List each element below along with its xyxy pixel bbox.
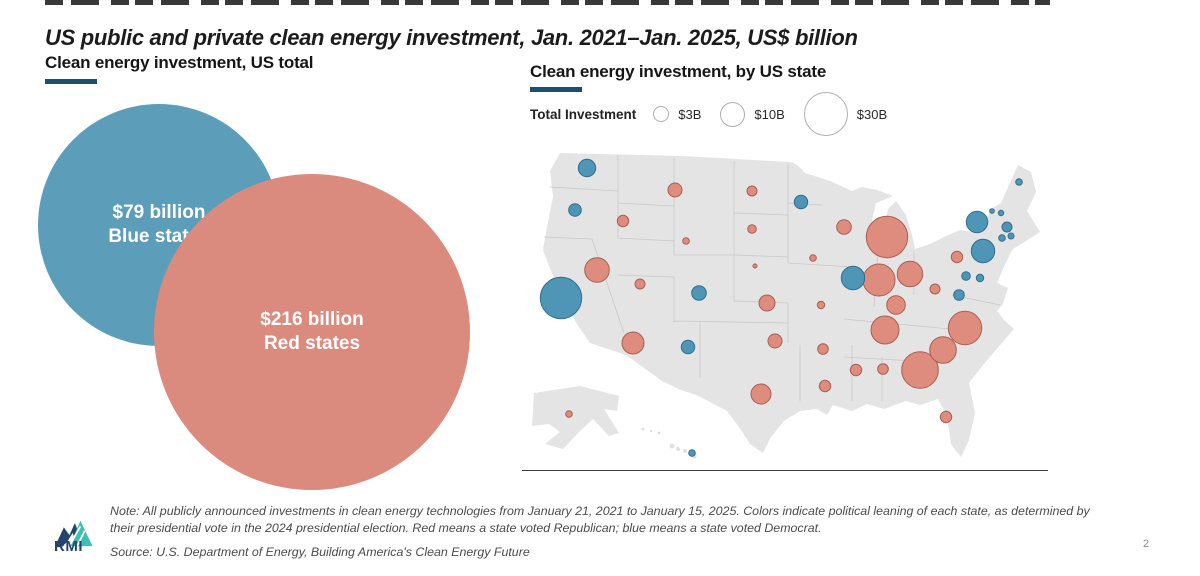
state-bubble-ID (616, 214, 630, 228)
bubble-red-value: $216 billion (260, 309, 364, 330)
size-legend-label-30b: $30B (856, 106, 888, 122)
state-bubble-WY (682, 237, 690, 245)
left-heading-underline (45, 79, 97, 84)
state-bubble-OK (767, 333, 783, 349)
state-bubble-MS (849, 363, 863, 377)
state-bubble-VA (953, 289, 965, 301)
state-bubble-HI (688, 449, 696, 457)
us-map-svg (532, 153, 1040, 459)
state-bubble-DE (975, 273, 985, 283)
bubble-red-label: Red states (263, 333, 361, 354)
state-bubble-layer (539, 158, 1023, 457)
size-legend-label-10b: $10B (754, 106, 785, 122)
state-bubble-IN (862, 263, 896, 297)
state-bubble-IL (840, 265, 866, 291)
state-bubble-MT (667, 182, 683, 198)
state-bubble-OH (896, 260, 924, 288)
rmi-logo-icon (55, 520, 93, 547)
state-bubble-MD (961, 271, 971, 281)
map-baseline (522, 470, 1048, 471)
left-panel-heading: Clean energy investment, US total (45, 53, 314, 72)
state-bubble-ME (1015, 178, 1023, 186)
state-bubble-AZ (621, 331, 645, 355)
page-number: 2 (1143, 538, 1150, 550)
right-panel-heading: Clean energy investment, by US state (530, 62, 827, 81)
state-bubble-PA (950, 250, 964, 264)
size-legend-circle-3b (653, 106, 670, 122)
state-bubble-MN (793, 194, 809, 210)
size-legend-label-3b: $3B (678, 106, 702, 122)
state-bubble-FL (939, 410, 953, 424)
state-bubble-TX (750, 383, 772, 405)
state-bubble-NE (752, 263, 758, 269)
size-legend-title: Total Investment (530, 106, 637, 122)
state-bubble-VT (989, 208, 995, 214)
state-bubble-AK (565, 410, 573, 418)
size-legend: Total Investment $3B $10B $30B (530, 92, 897, 136)
page-title: US public and private clean energy inves… (45, 25, 858, 50)
state-bubble-AR (817, 343, 829, 355)
bubble-red-states: $216 billion Red states (154, 174, 470, 490)
size-legend-circle-30b (803, 92, 848, 136)
state-bubble-NJ (970, 238, 996, 264)
state-bubble-WA (577, 158, 597, 178)
state-bubble-SC (929, 336, 957, 364)
state-bubble-OR (568, 203, 582, 217)
state-bubble-UT (634, 278, 646, 290)
size-legend-circle-10b (720, 101, 746, 127)
bubble-blue-value: $79 billion (112, 202, 206, 223)
state-bubble-ND (746, 185, 758, 197)
state-bubble-KS (758, 294, 776, 312)
right-heading-underline (530, 87, 582, 92)
state-bubble-NV (584, 257, 610, 283)
state-bubble-MO (816, 300, 826, 310)
state-bubble-IA (809, 254, 817, 262)
state-bubble-TN (870, 315, 900, 345)
source-line: Source: U.S. Department of Energy, Build… (110, 545, 530, 559)
state-bubble-NY (965, 210, 989, 234)
state-bubble-NM (680, 339, 696, 355)
state-bubble-MI (865, 215, 909, 259)
state-bubble-RI (1007, 232, 1015, 240)
state-bubble-CT (998, 234, 1006, 242)
rmi-logo-text: RMI (54, 538, 83, 555)
state-bubble-NC (947, 310, 983, 346)
state-bubble-NH (997, 209, 1005, 217)
footnote: Note: All publicly announced investments… (110, 504, 1090, 535)
state-bubble-MA (1001, 221, 1013, 233)
state-bubble-SD (747, 224, 757, 234)
state-bubble-CA (539, 276, 583, 320)
clipped-title-fragment (45, 0, 1050, 5)
state-bubble-CO (691, 285, 707, 301)
state-bubble-GA (901, 351, 939, 389)
state-bubble-AL (877, 363, 889, 375)
state-bubble-WV (929, 283, 941, 295)
state-bubble-WI (836, 219, 852, 235)
us-map-silhouette (532, 153, 1040, 459)
state-bubble-LA (818, 379, 832, 393)
state-bubble-KY (886, 295, 906, 315)
